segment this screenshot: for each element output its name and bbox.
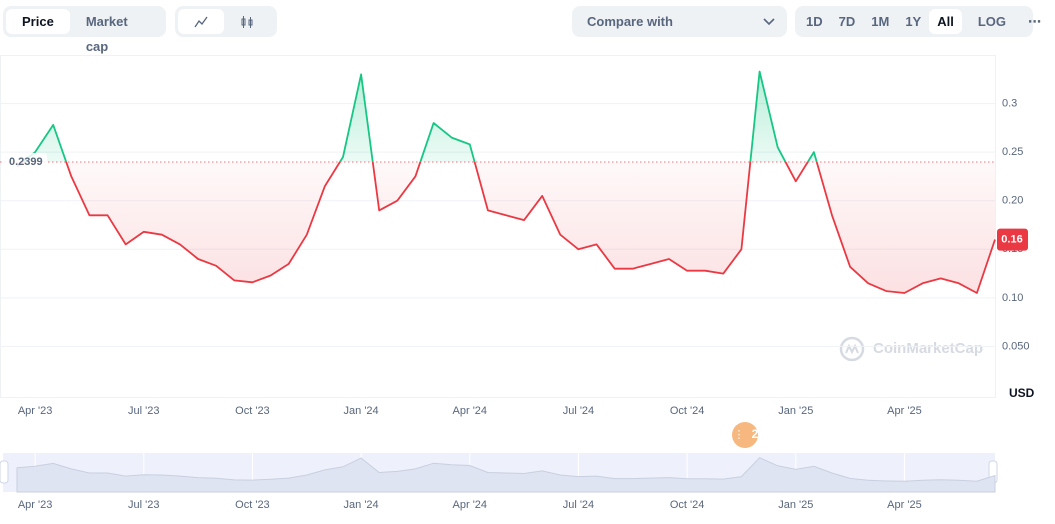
watermark: CoinMarketCap (873, 340, 983, 357)
chart-style-group (175, 6, 277, 37)
tab[interactable]: Market cap (85, 14, 128, 54)
price-line (16, 70, 996, 294)
line-style-button[interactable] (178, 9, 224, 34)
tab[interactable]: Price (6, 9, 70, 34)
navigator-handle[interactable] (0, 460, 9, 484)
last-price-tag (997, 228, 1028, 251)
y-tick-label: 0.15 (1002, 243, 1023, 255)
x-tick-label: Jan '25 (778, 405, 813, 417)
x-tick-label: Jul '23 (128, 405, 159, 417)
range-group: 1D 7D 1M 1Y All LOG ⋯ (795, 6, 1041, 37)
navigator-tick-label: Apr '25 (887, 499, 922, 511)
compare-dropdown[interactable]: Compare with (572, 6, 787, 37)
candle-icon (241, 15, 253, 28)
navigator-area (16, 457, 996, 493)
baseline-label: 0.2399 (9, 156, 43, 168)
navigator (3, 453, 995, 492)
x-tick-label: Apr '24 (453, 405, 488, 417)
log-button[interactable]: LOG (977, 14, 1007, 29)
y-tick-label: 0.3 (1002, 97, 1017, 109)
y-tick-label: 0.050 (1002, 340, 1030, 352)
navigator-tick-label: Oct '23 (235, 499, 270, 511)
area-fill (17, 71, 995, 293)
navigator-tick-label: Jan '24 (344, 499, 379, 511)
x-tick-label: Oct '23 (235, 405, 270, 417)
more-button[interactable]: ⋯ (1028, 14, 1042, 29)
y-unit: USD (1009, 386, 1035, 400)
navigator-tick-label: Apr '23 (18, 499, 53, 511)
y-tick-label: 0.25 (1002, 146, 1023, 158)
range-button[interactable]: 1Y (905, 14, 922, 29)
range-button[interactable]: 1D (806, 14, 823, 29)
line-icon (194, 16, 208, 27)
baseline-tag (3, 152, 47, 171)
navigator-tick-label: Oct '24 (670, 499, 705, 511)
event-icon: ⋮ (734, 429, 745, 441)
navigator-tick-label: Jul '24 (563, 499, 594, 511)
chevron (763, 17, 775, 25)
last-price-label: 0.16 (1001, 233, 1022, 245)
tab-group: Price Market cap (3, 6, 166, 54)
x-tick-label: Jul '24 (563, 405, 594, 417)
navigator-tick-label: Jul '23 (128, 499, 159, 511)
navigator-handle[interactable] (988, 460, 998, 484)
range-button[interactable]: 7D (838, 14, 856, 29)
navigator-tick-label: Apr '24 (453, 499, 488, 511)
x-tick-label: Apr '25 (887, 405, 922, 417)
x-tick-label: Oct '24 (670, 405, 705, 417)
range-button[interactable]: 1M (871, 14, 890, 29)
y-tick-label: 0.20 (1002, 195, 1023, 207)
range-button[interactable]: All (929, 9, 962, 34)
event-count: 2 (752, 427, 759, 441)
navigator-tick-label: Jan '25 (778, 499, 813, 511)
compare-label: Compare with (587, 14, 673, 29)
candle-style-button[interactable] (224, 9, 270, 34)
x-tick-label: Jan '24 (344, 405, 379, 417)
event-marker[interactable] (732, 422, 758, 448)
y-tick-label: 0.10 (1002, 292, 1023, 304)
watermark-logo (839, 336, 865, 362)
plot-frame (0, 55, 996, 398)
x-tick-label: Apr '23 (18, 405, 53, 417)
